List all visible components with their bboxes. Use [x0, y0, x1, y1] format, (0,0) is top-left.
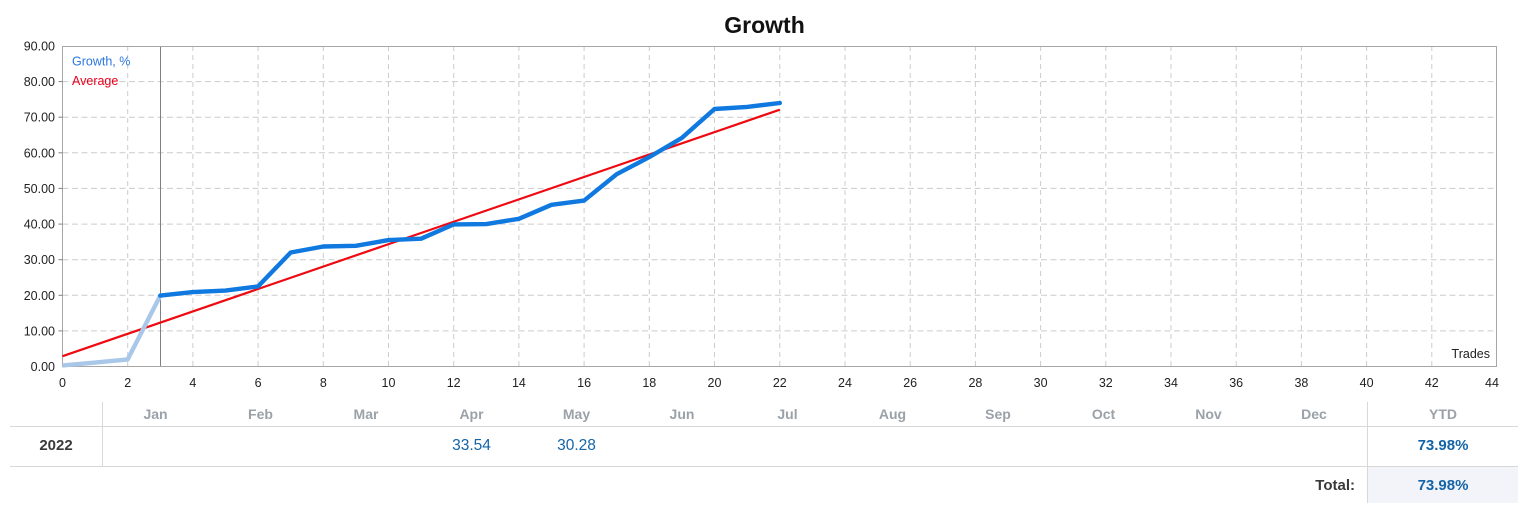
svg-text:16: 16	[577, 376, 591, 390]
svg-text:40.00: 40.00	[24, 218, 55, 232]
svg-text:8: 8	[320, 376, 327, 390]
svg-text:70.00: 70.00	[24, 111, 55, 125]
svg-text:22: 22	[773, 376, 787, 390]
svg-text:50.00: 50.00	[24, 182, 55, 196]
svg-text:38: 38	[1294, 376, 1308, 390]
svg-text:4: 4	[189, 376, 196, 390]
svg-text:2: 2	[124, 376, 131, 390]
svg-text:36: 36	[1229, 376, 1243, 390]
svg-text:24: 24	[838, 376, 852, 390]
svg-text:12: 12	[447, 376, 461, 390]
svg-text:44: 44	[1485, 376, 1499, 390]
svg-text:20: 20	[708, 376, 722, 390]
svg-text:34: 34	[1164, 376, 1178, 390]
svg-text:18: 18	[642, 376, 656, 390]
svg-text:60.00: 60.00	[24, 146, 55, 160]
svg-text:0.00: 0.00	[31, 360, 55, 374]
svg-text:Trades: Trades	[1452, 347, 1490, 361]
svg-text:6: 6	[255, 376, 262, 390]
svg-text:30: 30	[1034, 376, 1048, 390]
svg-text:30.00: 30.00	[24, 253, 55, 267]
svg-text:Growth, %: Growth, %	[72, 55, 130, 69]
svg-text:10.00: 10.00	[24, 324, 55, 338]
svg-text:40: 40	[1360, 376, 1374, 390]
svg-text:26: 26	[903, 376, 917, 390]
svg-text:28: 28	[968, 376, 982, 390]
svg-text:0: 0	[59, 376, 66, 390]
svg-text:32: 32	[1099, 376, 1113, 390]
svg-text:10: 10	[382, 376, 396, 390]
svg-text:20.00: 20.00	[24, 289, 55, 303]
svg-text:14: 14	[512, 376, 526, 390]
svg-text:42: 42	[1425, 376, 1439, 390]
svg-text:80.00: 80.00	[24, 75, 55, 89]
svg-text:90.00: 90.00	[24, 40, 55, 54]
svg-text:Average: Average	[72, 74, 118, 88]
